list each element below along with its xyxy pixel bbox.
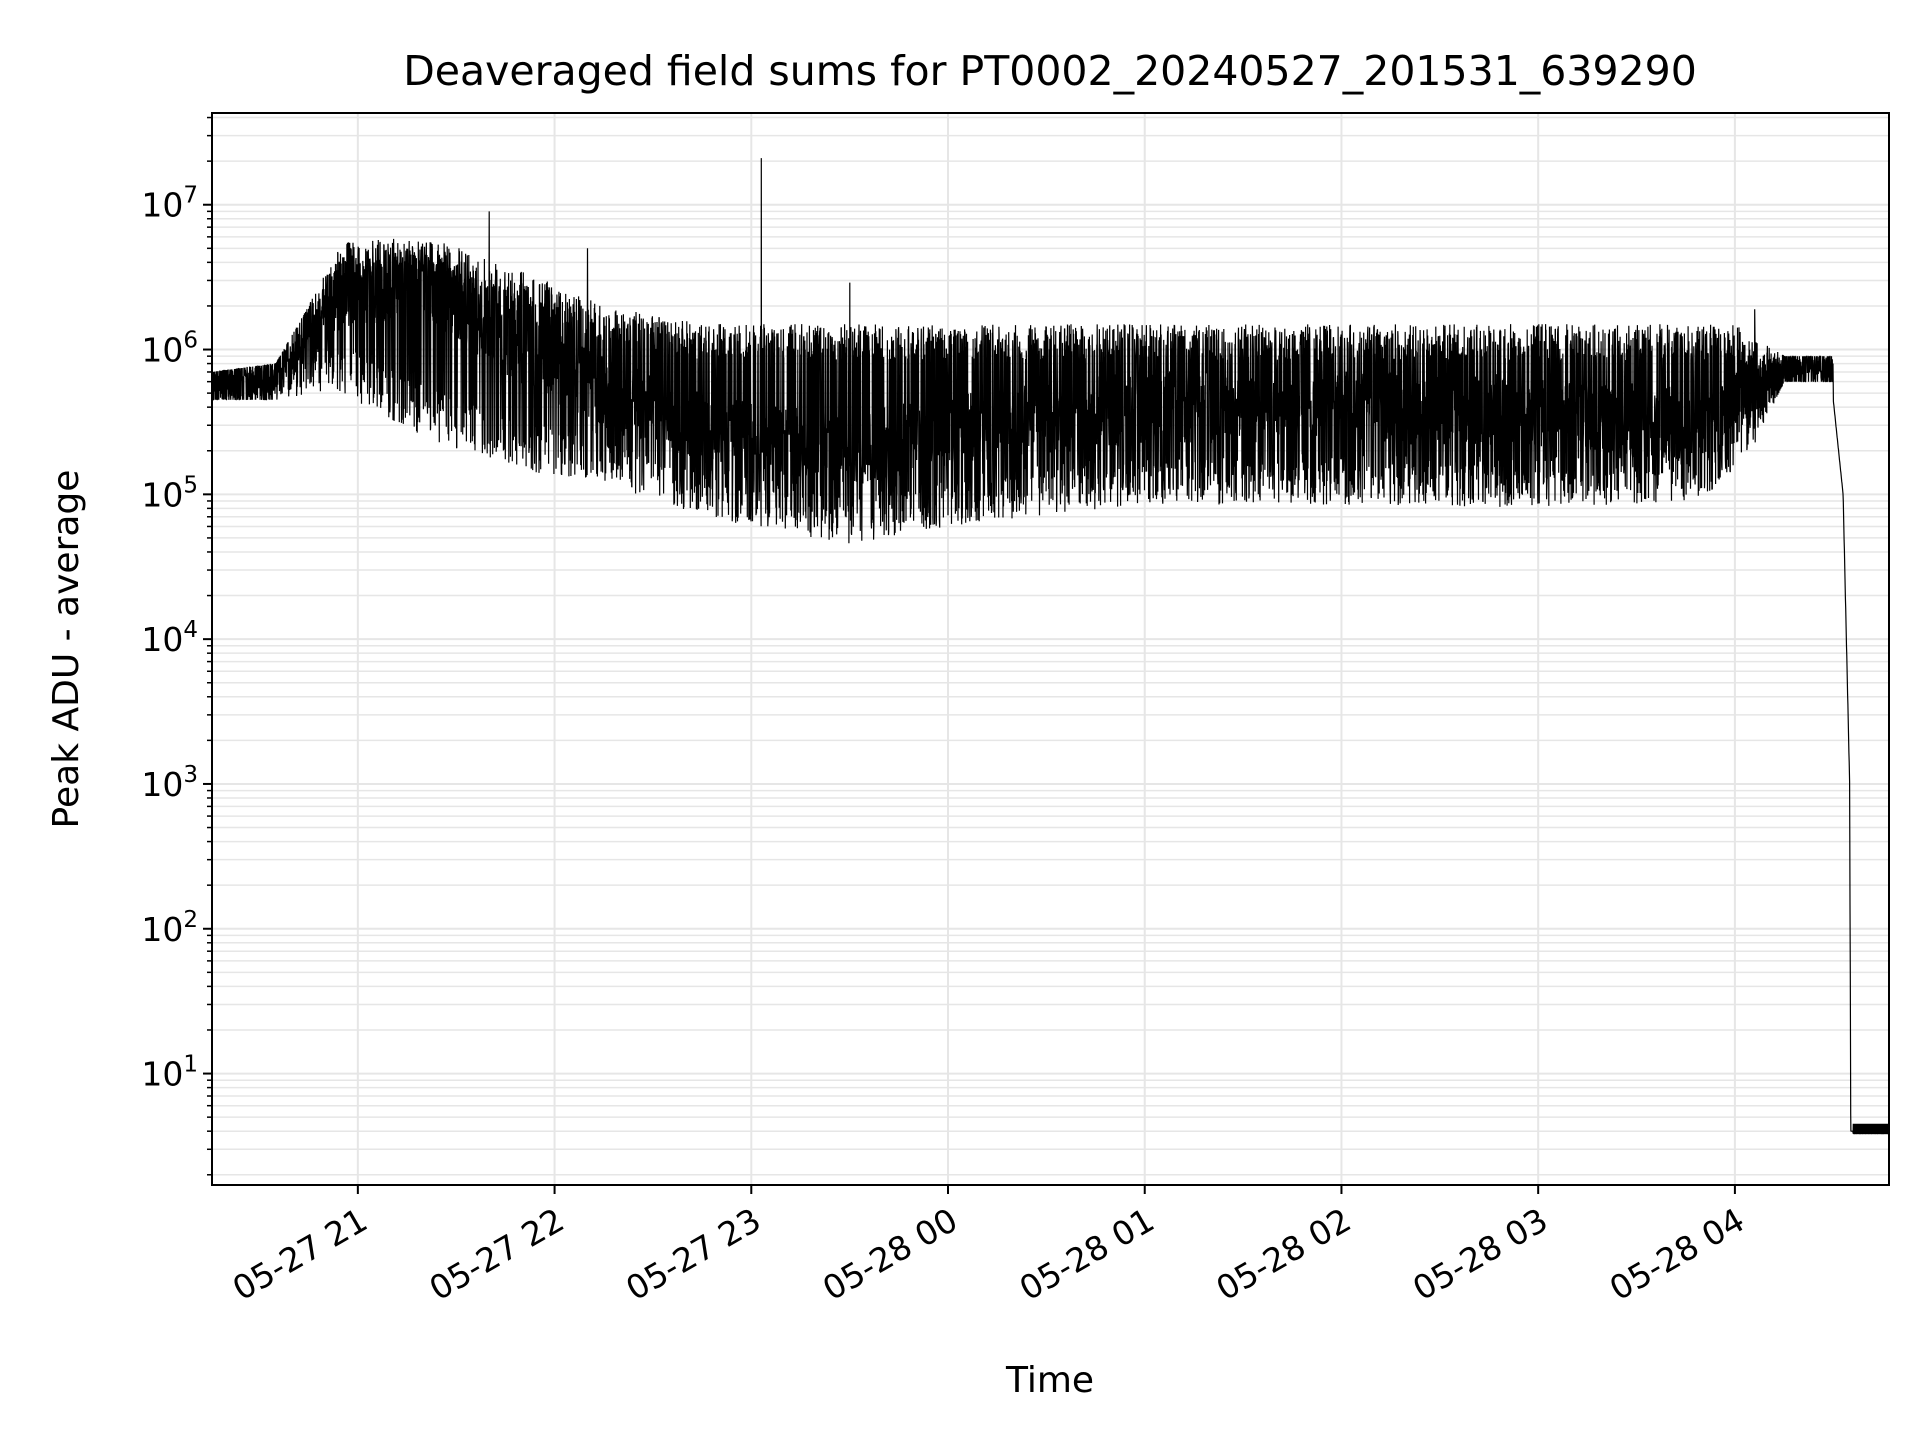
y-tick-label: 104 bbox=[141, 617, 198, 659]
y-tick-label: 103 bbox=[141, 762, 198, 804]
y-tick-label: 107 bbox=[141, 183, 198, 225]
y-tick-label: 106 bbox=[141, 328, 198, 370]
y-axis: 101 102 103 104 105 106 107 bbox=[141, 116, 212, 1176]
y-tick-label: 101 bbox=[141, 1052, 198, 1094]
y-tick-label: 105 bbox=[141, 472, 198, 514]
y-tick-label: 102 bbox=[141, 907, 198, 949]
plot-frame bbox=[211, 112, 1890, 1186]
y-axis-label: Peak ADU - average bbox=[46, 470, 87, 829]
x-axis-label: Time bbox=[1005, 1360, 1094, 1401]
chart-title: Deaveraged field sums for PT0002_2024052… bbox=[403, 47, 1697, 95]
series-line bbox=[211, 158, 1890, 1135]
